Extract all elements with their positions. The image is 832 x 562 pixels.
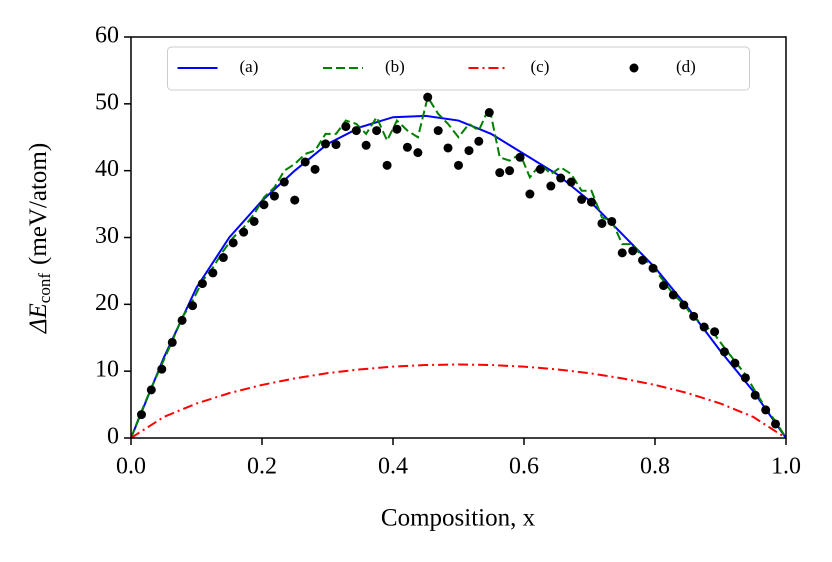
data-point — [586, 197, 596, 207]
data-point — [597, 218, 607, 228]
data-point — [730, 358, 740, 368]
data-point — [136, 410, 146, 420]
data-point — [218, 253, 228, 263]
data-point — [249, 216, 259, 226]
data-point — [515, 152, 525, 162]
y-tick-label: 10 — [95, 357, 119, 383]
data-point — [699, 322, 709, 332]
data-point — [750, 390, 760, 400]
plot-frame — [130, 36, 787, 439]
series-line — [130, 94, 787, 439]
legend-label: (c) — [531, 57, 550, 76]
legend-label: (d) — [676, 57, 696, 76]
data-point — [525, 189, 535, 199]
data-point — [761, 405, 771, 415]
data-point — [659, 281, 669, 291]
data-point — [719, 347, 729, 357]
data-point — [177, 315, 187, 325]
data-point — [372, 126, 382, 136]
data-point — [577, 194, 587, 204]
legend-marker — [629, 63, 639, 73]
data-point — [157, 364, 167, 374]
data-point — [689, 311, 699, 321]
data-point — [556, 173, 566, 183]
data-point — [740, 373, 750, 383]
y-label-unit: (meV/atom) — [25, 143, 52, 265]
data-point — [167, 337, 177, 347]
data-point — [197, 279, 207, 289]
data-point — [484, 108, 494, 118]
data-point — [648, 263, 658, 273]
data-point — [239, 227, 249, 237]
x-tick-label: 0.8 — [640, 454, 670, 480]
y-tick-label: 40 — [95, 156, 119, 182]
data-point — [679, 300, 689, 310]
data-point — [300, 157, 310, 167]
data-point — [351, 126, 361, 136]
data-point — [402, 142, 412, 152]
data-point — [208, 268, 218, 278]
data-point — [443, 143, 453, 153]
x-tick-label: 0.6 — [509, 454, 539, 480]
data-point — [188, 301, 198, 311]
data-point — [310, 164, 320, 174]
data-point — [628, 246, 638, 256]
data-point — [771, 419, 781, 429]
data-point — [433, 126, 443, 136]
data-point — [341, 122, 351, 132]
series-line — [130, 363, 787, 439]
y-tick-label: 30 — [95, 223, 119, 249]
data-point — [423, 92, 433, 102]
data-point — [259, 200, 269, 210]
data-point — [454, 160, 463, 170]
data-point — [321, 139, 331, 149]
y-tick-label: 60 — [95, 23, 119, 49]
data-point — [464, 146, 474, 156]
data-point — [710, 327, 720, 337]
y-axis-label: ΔEconf (meV/atom) — [25, 143, 54, 334]
x-tick-label: 0.2 — [247, 454, 277, 480]
legend-label: (a) — [240, 57, 259, 76]
legend-box — [167, 46, 750, 91]
x-axis-label: Composition, x — [381, 505, 536, 532]
data-point — [607, 216, 617, 226]
data-point — [535, 164, 545, 174]
data-point — [474, 136, 484, 146]
y-tick-label: 0 — [107, 424, 119, 450]
data-point — [290, 195, 300, 205]
y-tick-label: 20 — [95, 290, 119, 316]
data-point — [269, 191, 279, 201]
data-point — [617, 248, 627, 258]
x-tick-label: 0.0 — [116, 454, 146, 480]
data-point — [146, 385, 156, 395]
data-point — [638, 255, 648, 265]
data-point — [546, 181, 556, 191]
data-point — [668, 290, 678, 300]
data-point — [495, 168, 505, 178]
data-point — [566, 177, 576, 187]
y-tick-label: 50 — [95, 89, 119, 115]
data-point — [413, 148, 423, 158]
y-label-main: ΔE — [25, 303, 52, 334]
data-point — [279, 177, 289, 187]
data-point — [392, 124, 402, 134]
data-point — [228, 238, 238, 248]
data-point — [331, 140, 341, 150]
data-point — [361, 140, 371, 150]
x-tick-label: 1.0 — [771, 454, 801, 480]
legend-label: (b) — [385, 57, 405, 76]
x-tick-label: 0.4 — [378, 454, 408, 480]
data-point — [382, 160, 392, 170]
y-label-sub: conf — [35, 273, 54, 304]
data-point — [505, 166, 515, 176]
